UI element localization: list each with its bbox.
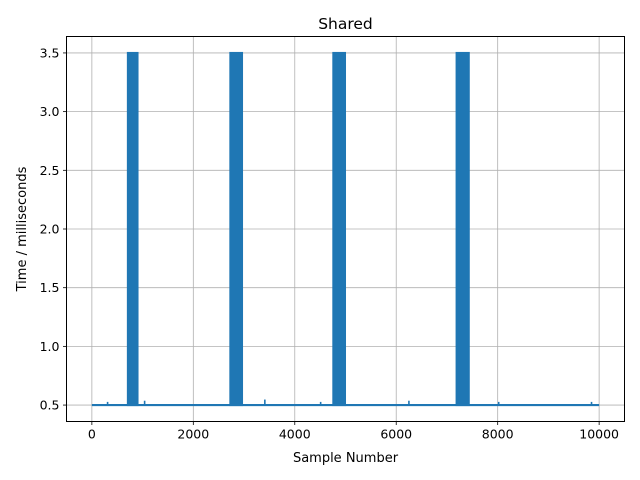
x-tick-label: 8000: [482, 427, 514, 442]
oscillation-block: [455, 51, 470, 407]
y-tick-label: 2.5: [40, 163, 60, 178]
oscillation-block: [229, 51, 244, 407]
x-axis: 0 2000 4000 6000 8000 10000: [88, 421, 619, 442]
y-tick-label: 2.0: [40, 222, 60, 237]
y-axis-label: Time / milliseconds: [15, 166, 30, 292]
y-tick-label: 0.5: [40, 398, 60, 413]
y-tick-label: 3.5: [40, 45, 60, 60]
x-tick-label: 10000: [579, 427, 619, 442]
chart-title: Shared: [318, 15, 373, 33]
x-tick-label: 0: [88, 427, 96, 442]
oscillation-block: [332, 51, 347, 407]
y-axis: 0.5 1.0 1.5 2.0 2.5 3.0 3.5: [40, 45, 67, 413]
x-axis-label: Sample Number: [293, 451, 399, 466]
y-tick-label: 1.0: [40, 339, 60, 354]
x-tick-label: 6000: [380, 427, 412, 442]
oscillation-block: [126, 51, 139, 407]
plot-area: [91, 51, 600, 407]
y-tick-label: 1.5: [40, 280, 60, 295]
x-tick-label: 4000: [279, 427, 311, 442]
x-tick-label: 2000: [177, 427, 209, 442]
y-tick-label: 3.0: [40, 104, 60, 119]
